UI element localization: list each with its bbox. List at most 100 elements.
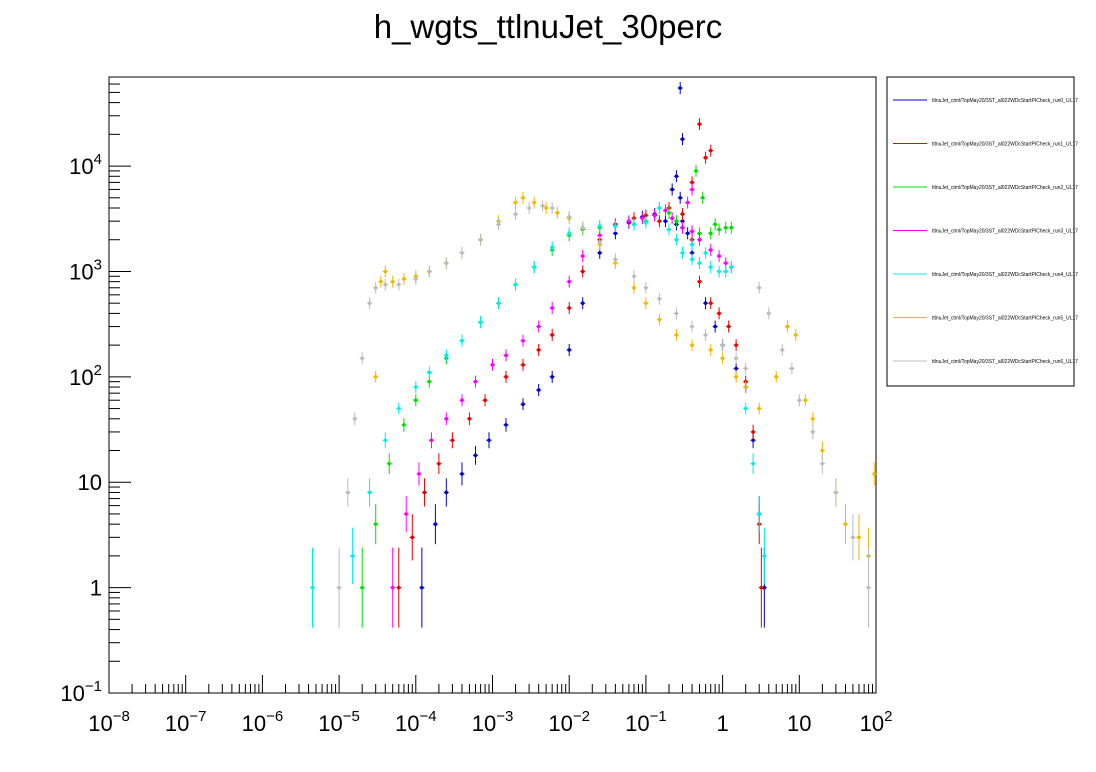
data-point [632, 285, 636, 290]
data-point [834, 490, 838, 495]
data-point [657, 317, 662, 322]
data-point [708, 148, 713, 153]
x-axis: 10−8 10−7 10−6 10−5 10−4 10−3 10−2 10−1 1 10 102 [88, 675, 892, 736]
data-point [685, 231, 690, 236]
series-2 [359, 164, 734, 628]
data-point [785, 324, 790, 329]
data-point [513, 282, 518, 287]
data-point [521, 338, 525, 343]
data-point [580, 301, 585, 305]
data-point [720, 356, 725, 361]
data-point [390, 279, 395, 284]
legend-label: ttlnuJet_ctml/TopMay20/3ST_al022WDcStart… [932, 98, 1078, 104]
data-point [820, 461, 825, 466]
data-point [632, 222, 636, 227]
x-tick-label: 102 [860, 708, 893, 736]
data-point [717, 269, 721, 274]
data-point [726, 324, 731, 329]
data-point [444, 261, 449, 265]
data-point [657, 206, 662, 210]
data-point [734, 375, 738, 379]
data-point [467, 416, 472, 421]
data-point [797, 398, 802, 403]
data-point [851, 535, 855, 540]
data-point [690, 229, 694, 234]
data-point [780, 348, 785, 352]
data-point [872, 472, 877, 476]
data-point [720, 343, 725, 347]
data-point [417, 472, 421, 476]
data-point [663, 208, 668, 213]
data-point [460, 472, 464, 476]
data-point [632, 274, 636, 279]
series-0 [419, 82, 767, 628]
data-point [473, 379, 478, 384]
data-point [444, 490, 449, 495]
data-point [513, 200, 518, 205]
data-point [685, 200, 690, 205]
data-point [532, 265, 537, 269]
data-point [678, 195, 682, 200]
data-point [540, 203, 545, 208]
data-point [483, 398, 487, 403]
data-point [762, 554, 767, 558]
data-point [580, 269, 585, 274]
data-point [414, 385, 418, 389]
x-tick-label: 1 [716, 711, 728, 736]
data-point [857, 535, 861, 540]
data-point [373, 522, 378, 526]
y-tick-label: 10 [78, 470, 102, 495]
data-point [444, 416, 449, 421]
data-point [536, 388, 541, 392]
data-point [490, 363, 495, 367]
data-point [697, 122, 702, 126]
data-point [433, 522, 438, 526]
data-point [597, 251, 602, 255]
data-point [766, 311, 771, 316]
data-point [544, 206, 548, 210]
data-point [396, 585, 401, 590]
data-point [632, 216, 636, 221]
data-point [427, 370, 432, 375]
legend: ttlnuJet_ctml/TopMay20/3ST_al022WDcStart… [886, 76, 1078, 387]
data-point [567, 279, 571, 284]
data-point [460, 251, 464, 255]
y-tick-label: 1 [90, 576, 102, 601]
data-point [550, 206, 554, 210]
data-point [811, 430, 815, 434]
data-point [757, 406, 761, 411]
data-point [757, 512, 761, 516]
x-tick-label: 10−4 [395, 708, 437, 736]
data-point [390, 585, 395, 590]
data-point [310, 585, 315, 590]
data-point [387, 461, 392, 466]
data-point [422, 490, 427, 495]
data-point [820, 448, 825, 453]
data-point [536, 324, 541, 329]
data-point [427, 379, 432, 384]
data-point [420, 585, 424, 590]
data-point [478, 320, 483, 324]
data-point [414, 277, 418, 281]
data-point [550, 245, 554, 249]
data-point [803, 398, 808, 403]
data-point [550, 375, 554, 379]
data-point [703, 333, 708, 337]
data-point [396, 406, 401, 411]
data-point [513, 212, 518, 216]
data-point [680, 212, 685, 216]
series-1 [396, 118, 764, 628]
data-point [670, 216, 674, 221]
data-point [644, 301, 648, 305]
y-tick-label: 102 [69, 362, 102, 390]
data-point [762, 585, 767, 590]
data-point [536, 348, 541, 352]
data-point [527, 206, 531, 210]
data-point [437, 461, 441, 466]
data-point [690, 187, 694, 192]
data-point [652, 213, 657, 218]
chart-title: h_wgts_ttlnuJet_30perc [374, 8, 723, 45]
data-point [708, 248, 713, 252]
data-point [427, 269, 432, 274]
data-point [703, 155, 708, 160]
